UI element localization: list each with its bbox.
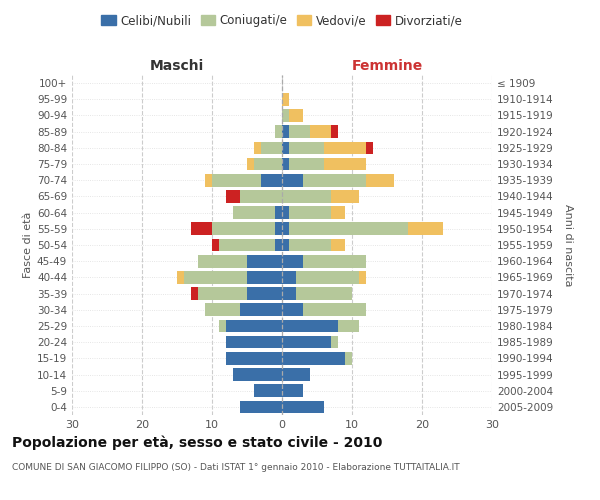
Bar <box>338 320 359 332</box>
Bar <box>331 336 338 348</box>
Bar <box>233 368 282 381</box>
Text: Maschi: Maschi <box>150 59 204 73</box>
Bar <box>324 142 366 154</box>
Text: COMUNE DI SAN GIACOMO FILIPPO (SO) - Dati ISTAT 1° gennaio 2010 - Elaborazione T: COMUNE DI SAN GIACOMO FILIPPO (SO) - Dat… <box>12 463 460 472</box>
Bar <box>366 142 373 154</box>
Text: Popolazione per età, sesso e stato civile - 2010: Popolazione per età, sesso e stato civil… <box>12 436 382 450</box>
Bar <box>247 158 254 170</box>
Bar <box>212 174 261 186</box>
Bar <box>331 126 338 138</box>
Bar <box>226 352 282 364</box>
Bar <box>282 222 289 235</box>
Bar <box>289 206 331 219</box>
Text: Femmine: Femmine <box>352 59 422 73</box>
Bar <box>219 238 275 252</box>
Bar <box>254 384 282 397</box>
Bar <box>247 271 282 283</box>
Y-axis label: Anni di nascita: Anni di nascita <box>563 204 573 286</box>
Bar <box>198 255 247 268</box>
Bar <box>191 222 212 235</box>
Bar <box>275 126 282 138</box>
Bar <box>289 158 324 170</box>
Bar <box>282 368 310 381</box>
Bar <box>275 222 282 235</box>
Bar <box>282 304 303 316</box>
Bar <box>275 206 282 219</box>
Bar <box>289 109 303 122</box>
Bar <box>254 158 282 170</box>
Bar <box>191 288 198 300</box>
Bar <box>247 255 282 268</box>
Bar <box>303 304 366 316</box>
Bar <box>261 142 282 154</box>
Bar <box>296 271 359 283</box>
Bar <box>282 238 289 252</box>
Bar <box>282 336 331 348</box>
Bar <box>240 400 282 413</box>
Bar <box>233 206 275 219</box>
Bar <box>282 255 303 268</box>
Bar <box>366 174 394 186</box>
Bar <box>254 142 261 154</box>
Bar <box>198 288 247 300</box>
Bar <box>282 206 289 219</box>
Bar <box>226 336 282 348</box>
Bar <box>282 142 289 154</box>
Bar <box>296 288 352 300</box>
Bar <box>331 190 359 202</box>
Bar <box>282 288 296 300</box>
Bar <box>303 255 366 268</box>
Bar <box>219 320 226 332</box>
Bar <box>261 174 282 186</box>
Bar <box>177 271 184 283</box>
Bar <box>289 222 408 235</box>
Bar <box>282 320 338 332</box>
Bar <box>345 352 352 364</box>
Bar <box>359 271 366 283</box>
Bar <box>282 158 289 170</box>
Bar <box>212 222 275 235</box>
Bar <box>289 238 331 252</box>
Bar <box>240 190 282 202</box>
Bar <box>282 109 289 122</box>
Bar <box>282 93 289 106</box>
Bar <box>289 126 310 138</box>
Bar <box>289 142 324 154</box>
Bar <box>310 126 331 138</box>
Legend: Celibi/Nubili, Coniugati/e, Vedovi/e, Divorziati/e: Celibi/Nubili, Coniugati/e, Vedovi/e, Di… <box>97 10 467 32</box>
Bar <box>282 190 331 202</box>
Bar <box>282 352 345 364</box>
Bar <box>282 384 303 397</box>
Bar <box>205 174 212 186</box>
Bar <box>226 190 240 202</box>
Bar <box>303 174 366 186</box>
Bar <box>226 320 282 332</box>
Bar <box>184 271 247 283</box>
Bar <box>282 174 303 186</box>
Bar <box>247 288 282 300</box>
Bar <box>205 304 240 316</box>
Bar <box>275 238 282 252</box>
Bar <box>282 400 324 413</box>
Bar <box>324 158 366 170</box>
Bar <box>282 126 289 138</box>
Bar <box>331 206 345 219</box>
Bar <box>408 222 443 235</box>
Bar <box>212 238 219 252</box>
Y-axis label: Fasce di età: Fasce di età <box>23 212 33 278</box>
Bar <box>240 304 282 316</box>
Bar <box>331 238 345 252</box>
Bar <box>282 271 296 283</box>
